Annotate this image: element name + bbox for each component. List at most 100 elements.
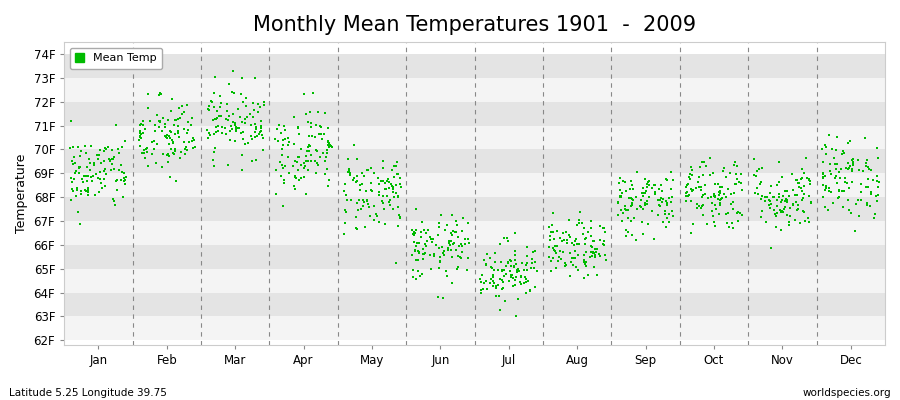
Point (568, 248, 582, 254)
Point (636, 185, 651, 191)
Point (367, 203, 382, 210)
Point (504, 272, 518, 278)
Point (460, 267, 474, 273)
Point (114, 177, 129, 184)
Point (186, 144, 201, 151)
Point (583, 248, 598, 255)
Point (92, 152, 106, 158)
Point (509, 273, 524, 280)
Point (554, 248, 568, 254)
Bar (64, 54, 885, 78)
Point (256, 146, 270, 153)
Point (653, 196, 668, 203)
Point (613, 193, 627, 199)
Point (254, 123, 268, 130)
Point (436, 295, 450, 301)
Point (489, 293, 503, 299)
Point (376, 206, 391, 212)
Point (853, 196, 868, 203)
Point (832, 168, 846, 175)
Point (683, 176, 698, 182)
Point (487, 280, 501, 286)
Point (517, 266, 531, 273)
Point (412, 250, 427, 256)
Point (638, 202, 652, 208)
Point (647, 236, 662, 242)
Point (712, 189, 726, 195)
Point (642, 178, 656, 184)
Point (550, 243, 564, 250)
Point (230, 124, 244, 130)
Point (386, 186, 400, 192)
Point (507, 263, 521, 270)
Point (212, 93, 227, 99)
Point (527, 284, 542, 290)
Point (104, 158, 118, 165)
Point (790, 177, 805, 183)
Point (412, 249, 427, 256)
Point (754, 214, 769, 220)
Point (775, 197, 789, 203)
Point (854, 181, 868, 188)
Point (508, 282, 522, 288)
Legend: Mean Temp: Mean Temp (70, 48, 162, 69)
Point (444, 247, 458, 254)
Point (418, 241, 432, 248)
Point (69, 187, 84, 193)
Point (701, 195, 716, 201)
Point (586, 249, 600, 256)
Point (644, 185, 659, 191)
Point (448, 228, 463, 235)
Point (796, 170, 811, 176)
Point (841, 197, 855, 203)
Point (725, 198, 740, 205)
Point (303, 158, 318, 164)
Point (274, 162, 289, 168)
Point (724, 201, 738, 207)
Point (171, 122, 185, 129)
Point (226, 68, 240, 74)
Point (372, 189, 386, 196)
Point (838, 174, 852, 181)
Point (830, 134, 844, 140)
Point (114, 169, 129, 176)
Point (804, 199, 818, 205)
Point (387, 194, 401, 200)
Point (643, 182, 657, 188)
Point (112, 167, 127, 173)
Point (321, 140, 336, 146)
Point (382, 199, 396, 206)
Point (815, 171, 830, 177)
Point (586, 250, 600, 256)
Point (747, 172, 761, 178)
Point (87, 162, 102, 168)
Point (635, 190, 650, 196)
Point (592, 250, 607, 257)
Point (636, 231, 651, 238)
Point (446, 241, 460, 247)
Point (830, 180, 844, 186)
Point (499, 271, 513, 277)
Point (321, 142, 336, 148)
Point (662, 211, 676, 217)
Point (276, 165, 291, 171)
Point (93, 147, 107, 153)
Point (424, 266, 438, 272)
Point (500, 235, 514, 242)
Point (238, 115, 252, 122)
Point (107, 198, 122, 204)
Point (349, 172, 364, 179)
Point (79, 188, 94, 194)
Point (634, 203, 648, 210)
Point (353, 182, 367, 188)
Point (454, 249, 469, 255)
Point (156, 115, 170, 121)
Point (356, 173, 371, 180)
Point (562, 217, 576, 223)
Point (499, 263, 513, 270)
Point (554, 256, 568, 262)
Point (364, 188, 379, 194)
Point (298, 191, 312, 197)
Point (80, 164, 94, 170)
Point (302, 148, 316, 155)
